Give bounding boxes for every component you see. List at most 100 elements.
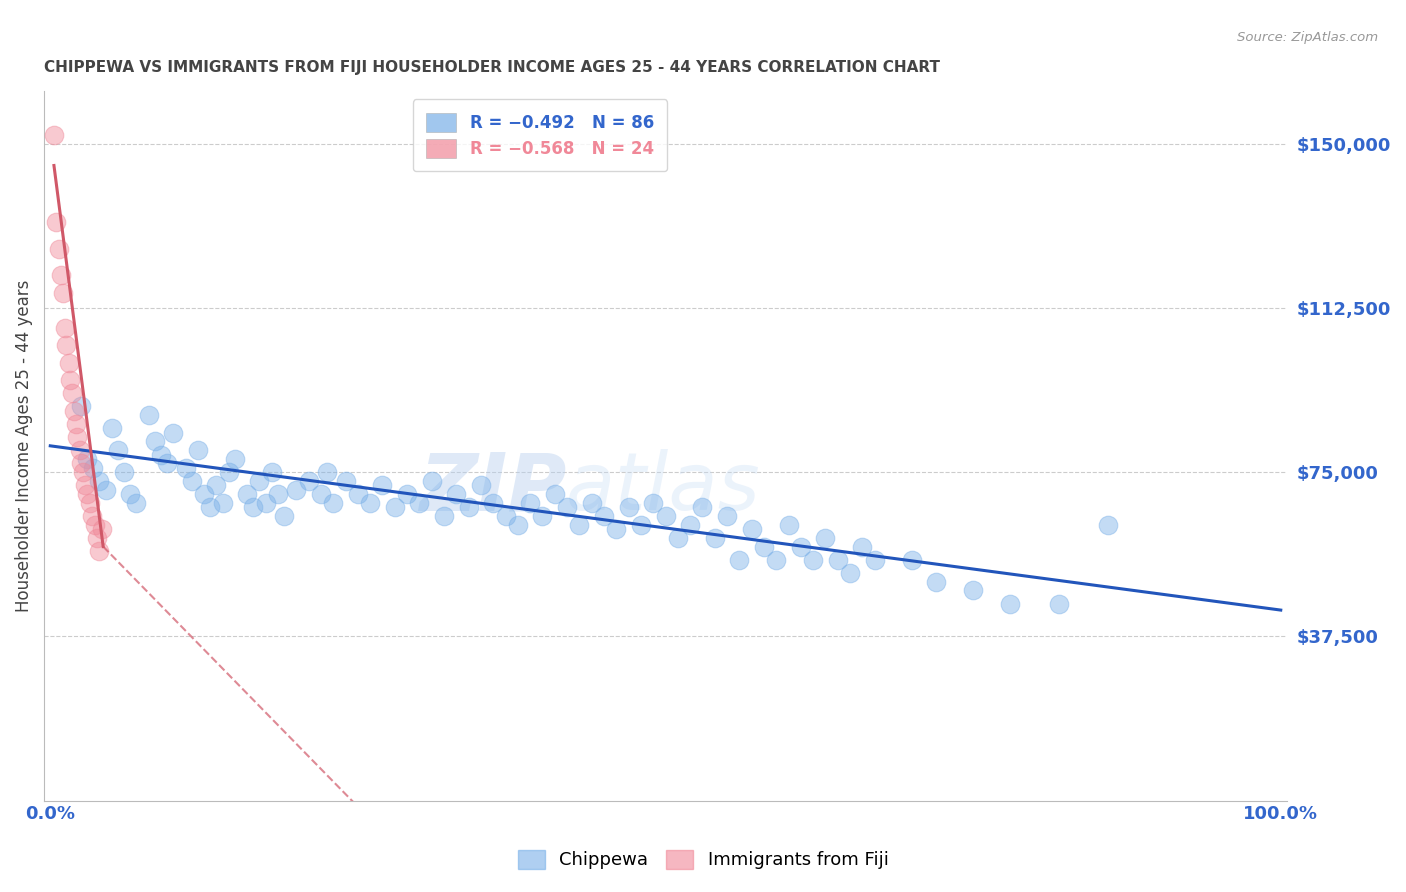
- Point: [765, 552, 787, 566]
- Point: [482, 496, 505, 510]
- Point: [814, 531, 837, 545]
- Point: [630, 517, 652, 532]
- Point: [790, 540, 813, 554]
- Point: [716, 508, 738, 523]
- Point: [741, 522, 763, 536]
- Point: [76, 487, 98, 501]
- Point: [384, 500, 406, 515]
- Y-axis label: Householder Income Ages 25 - 44 years: Householder Income Ages 25 - 44 years: [15, 280, 32, 612]
- Point: [125, 496, 148, 510]
- Point: [59, 373, 82, 387]
- Point: [519, 496, 541, 510]
- Point: [544, 487, 567, 501]
- Point: [94, 483, 117, 497]
- Point: [138, 408, 160, 422]
- Point: [643, 496, 665, 510]
- Point: [89, 544, 111, 558]
- Point: [925, 574, 948, 589]
- Point: [408, 496, 430, 510]
- Point: [143, 434, 166, 449]
- Point: [593, 508, 616, 523]
- Point: [851, 540, 873, 554]
- Point: [316, 465, 339, 479]
- Point: [45, 215, 67, 229]
- Point: [420, 474, 443, 488]
- Point: [531, 508, 554, 523]
- Point: [42, 128, 65, 142]
- Point: [827, 552, 849, 566]
- Point: [254, 496, 277, 510]
- Point: [200, 500, 222, 515]
- Point: [62, 386, 84, 401]
- Point: [187, 443, 209, 458]
- Point: [752, 540, 775, 554]
- Point: [86, 531, 108, 545]
- Point: [218, 465, 240, 479]
- Point: [83, 517, 105, 532]
- Point: [568, 517, 591, 532]
- Text: atlas: atlas: [567, 450, 761, 527]
- Point: [457, 500, 479, 515]
- Point: [224, 452, 246, 467]
- Point: [863, 552, 886, 566]
- Point: [998, 597, 1021, 611]
- Point: [309, 487, 332, 501]
- Point: [581, 496, 603, 510]
- Legend: Chippewa, Immigrants from Fiji: Chippewa, Immigrants from Fiji: [509, 841, 897, 879]
- Point: [211, 496, 233, 510]
- Text: Source: ZipAtlas.com: Source: ZipAtlas.com: [1237, 31, 1378, 45]
- Point: [69, 443, 91, 458]
- Point: [666, 531, 689, 545]
- Point: [446, 487, 468, 501]
- Point: [120, 487, 142, 501]
- Point: [82, 508, 104, 523]
- Point: [89, 474, 111, 488]
- Point: [51, 268, 73, 282]
- Point: [1097, 517, 1119, 532]
- Point: [62, 404, 84, 418]
- Point: [396, 487, 419, 501]
- Point: [242, 500, 264, 515]
- Point: [180, 474, 202, 488]
- Point: [692, 500, 714, 515]
- Point: [107, 443, 129, 458]
- Point: [249, 474, 271, 488]
- Point: [53, 320, 76, 334]
- Point: [70, 456, 93, 470]
- Point: [162, 425, 184, 440]
- Point: [285, 483, 308, 497]
- Point: [371, 478, 394, 492]
- Point: [347, 487, 370, 501]
- Point: [91, 522, 114, 536]
- Point: [654, 508, 676, 523]
- Text: CHIPPEWA VS IMMIGRANTS FROM FIJI HOUSEHOLDER INCOME AGES 25 - 44 YEARS CORRELATI: CHIPPEWA VS IMMIGRANTS FROM FIJI HOUSEHO…: [44, 60, 941, 75]
- Point: [359, 496, 381, 510]
- Point: [193, 487, 215, 501]
- Point: [273, 508, 295, 523]
- Point: [267, 487, 290, 501]
- Point: [76, 452, 98, 467]
- Point: [72, 465, 94, 479]
- Point: [617, 500, 640, 515]
- Point: [433, 508, 456, 523]
- Point: [101, 421, 124, 435]
- Legend: R = −0.492   N = 86, R = −0.568   N = 24: R = −0.492 N = 86, R = −0.568 N = 24: [413, 99, 666, 171]
- Point: [156, 456, 179, 470]
- Point: [900, 552, 922, 566]
- Point: [205, 478, 228, 492]
- Point: [79, 496, 101, 510]
- Point: [236, 487, 259, 501]
- Point: [506, 517, 529, 532]
- Point: [66, 430, 89, 444]
- Point: [82, 460, 104, 475]
- Point: [801, 552, 824, 566]
- Point: [298, 474, 321, 488]
- Point: [778, 517, 800, 532]
- Point: [470, 478, 492, 492]
- Point: [555, 500, 578, 515]
- Point: [55, 338, 77, 352]
- Point: [174, 460, 197, 475]
- Point: [605, 522, 627, 536]
- Point: [70, 400, 93, 414]
- Point: [112, 465, 135, 479]
